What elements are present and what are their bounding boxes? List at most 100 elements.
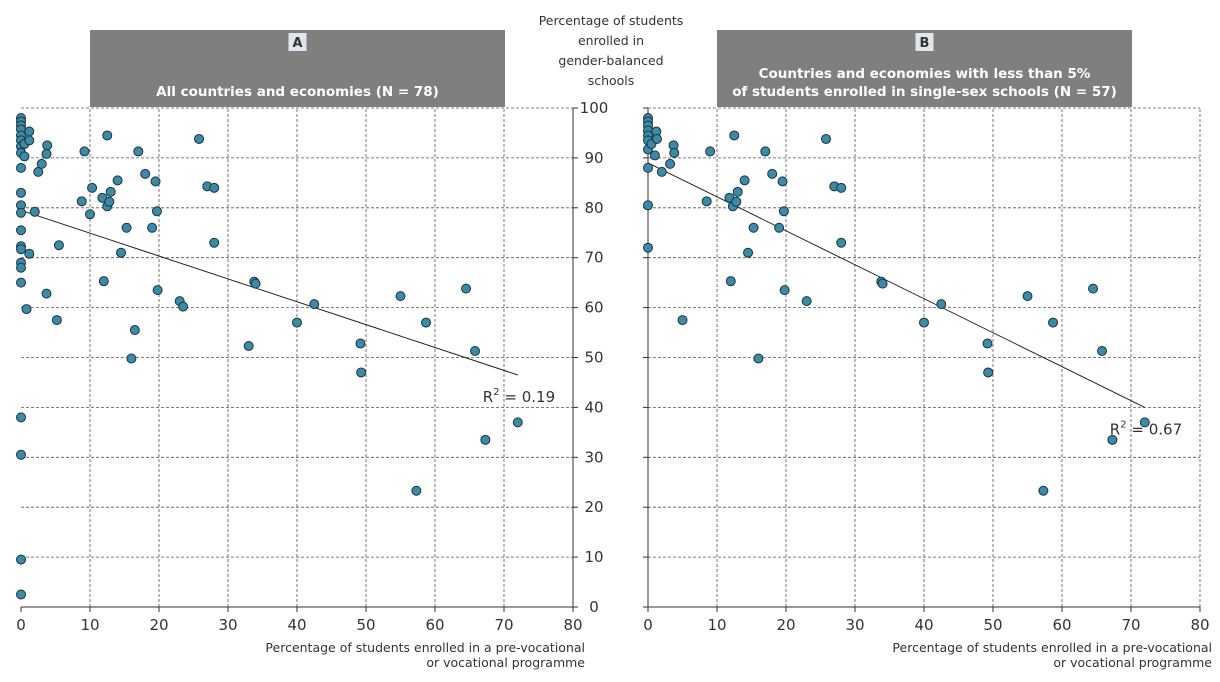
data-point [774,222,785,233]
y-tick-label: 10 [584,548,603,566]
panel-a: A All countries and economies (N = 78) 0 10… [16,30,608,670]
data-point [16,225,26,236]
data-point [209,182,220,193]
x-tick-label: 70 [1121,616,1140,634]
data-point [178,301,189,312]
x-tick-label: 20 [149,616,168,634]
data-point [53,240,64,251]
data-point [87,182,98,193]
data-point [982,338,993,349]
data-point [983,367,994,378]
data-point [732,186,743,197]
data-point [16,244,26,255]
data-point [1022,291,1033,302]
data-point [16,554,26,565]
data-point [309,299,320,310]
data-point [643,162,653,173]
data-point [209,237,220,248]
data-point [1038,485,1049,496]
data-point [677,315,688,326]
y-axis-title: Percentage of students enrolled in gender-… [539,13,684,88]
x-tick-label: 0 [16,616,26,634]
x-axis-label-line: or vocational programme [426,655,585,670]
data-point [1139,417,1150,428]
y-axis-title-line: schools [588,73,635,88]
x-tick-label: 60 [1052,616,1071,634]
data-point [731,196,742,207]
data-point [801,296,812,307]
panel-title-line: Countries and economies with less than 5… [759,66,1091,82]
x-tick-label: 30 [218,616,237,634]
panel-letter-box [288,33,307,51]
data-point [767,168,778,179]
data-point [512,417,523,428]
data-point [29,206,40,217]
x-axis-label-line: Percentage of students enrolled in a pre… [892,640,1212,655]
data-point [649,150,660,161]
y-tick-label: 40 [584,398,603,416]
data-point [147,222,158,233]
y-tick-label: 30 [584,448,603,466]
panel-b: B Countries and economies with less than … [643,30,1212,670]
x-tick-label: 30 [845,616,864,634]
data-point [470,346,481,357]
data-point [21,304,32,315]
data-point [16,207,26,218]
y-axis-title-line: Percentage of students [539,13,684,28]
data-point [705,146,716,157]
data-point [24,135,35,146]
data-point [936,299,947,310]
data-point [121,222,132,233]
data-point [51,315,62,326]
data-point [16,262,26,273]
data-point [651,133,662,144]
data-point [743,247,754,258]
data-point [919,317,929,328]
y-tick-label: 60 [584,299,603,317]
data-point [778,206,789,217]
data-point [411,485,422,496]
data-point [152,285,163,296]
y-tick-label: 20 [584,498,603,516]
data-point [102,130,113,141]
trendline [20,209,518,376]
data-point [16,187,26,198]
x-tick-label: 80 [1190,616,1209,634]
panel-letter: B [920,36,930,51]
data-point [19,151,30,162]
data-point [356,367,367,378]
data-point [1048,317,1059,328]
y-tick-label: 50 [584,349,603,367]
data-point [243,341,254,352]
data-point [836,182,847,193]
data-point [643,200,653,211]
data-point [779,285,790,296]
data-point [79,146,90,157]
y-tick-label: 80 [584,199,603,217]
panel-title-line: of students enrolled in single-sex schoo… [732,84,1117,100]
data-point [643,242,653,253]
data-point [85,209,95,220]
data-point [16,589,26,600]
data-point [250,278,261,289]
x-tick-label: 50 [356,616,375,634]
data-point [76,196,87,207]
data-point [656,166,667,177]
data-point [461,283,472,294]
r-squared-label: R2 = 0.19 [483,387,555,406]
data-point [748,222,759,233]
data-point [150,176,161,187]
data-point [1107,434,1118,445]
data-point [98,276,109,287]
x-tick-label: 20 [776,616,795,634]
data-point [395,291,406,302]
x-axis-label-line: or vocational programme [1053,655,1212,670]
data-point [669,147,680,158]
data-point [355,338,366,349]
data-point [821,133,832,144]
data-point [1088,283,1099,294]
data-point [24,126,35,137]
data-point [836,237,847,248]
x-tick-label: 0 [643,616,653,634]
